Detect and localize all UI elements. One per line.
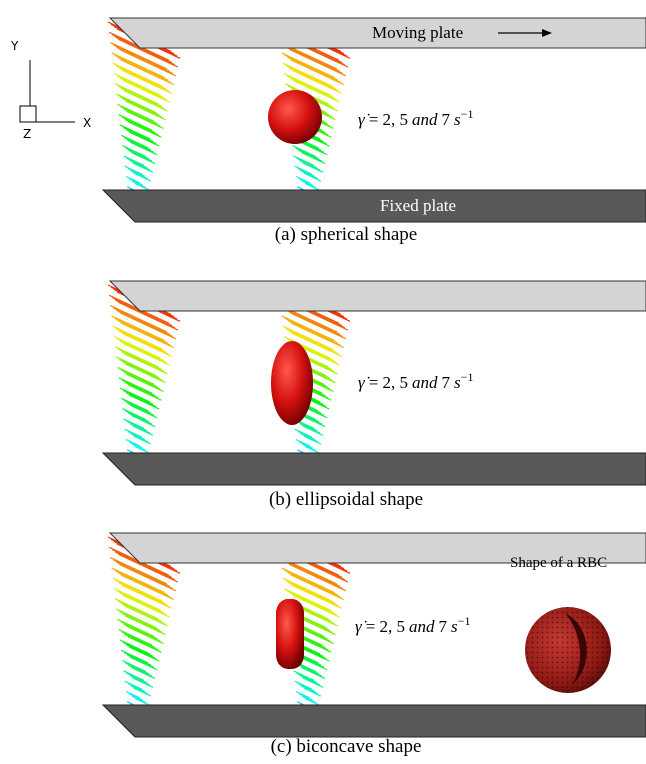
axis-cube bbox=[20, 106, 36, 122]
velocity-arrow bbox=[304, 688, 321, 696]
velocity-arrow bbox=[128, 684, 145, 692]
velocity-arrow bbox=[118, 367, 155, 384]
velocity-arrow bbox=[118, 86, 161, 106]
velocity-arrow bbox=[125, 429, 142, 437]
velocity-arrow bbox=[297, 673, 317, 682]
velocity-arrow bbox=[121, 351, 164, 371]
velocity-arrow bbox=[130, 161, 150, 170]
velocity-arrow bbox=[304, 436, 321, 444]
velocity-arrow bbox=[295, 681, 312, 689]
axis-label: Z bbox=[23, 127, 31, 141]
velocity-arrow bbox=[118, 619, 155, 636]
velocity-arrow bbox=[121, 370, 158, 387]
panels: Moving plate Fixed plate γ̇= 2, 5and7s−1 (a… bbox=[103, 18, 646, 757]
fixed-plate bbox=[103, 705, 646, 737]
equation: γ̇= 2, 5and7s−1 bbox=[355, 614, 470, 636]
velocity-arrow bbox=[301, 434, 318, 442]
velocity-arrow bbox=[134, 688, 151, 696]
velocity-arrow bbox=[127, 673, 147, 682]
fixed-plate bbox=[103, 453, 646, 485]
velocity-arrow bbox=[131, 171, 148, 179]
velocity-arrow bbox=[128, 169, 145, 177]
equation-value: 7 bbox=[442, 110, 451, 129]
cell-ellipsoidal bbox=[271, 341, 313, 425]
equation-values: = 2, 5 bbox=[369, 110, 408, 129]
caption: (a) spherical shape bbox=[275, 224, 417, 245]
velocity-arrow bbox=[298, 169, 315, 177]
equation-conj: and bbox=[409, 617, 435, 636]
velocity-arrow bbox=[300, 424, 320, 433]
velocity-arrow bbox=[121, 107, 158, 124]
velocity-arrow bbox=[121, 88, 164, 108]
velocity-arrow bbox=[118, 601, 161, 621]
plate-label: Fixed plate bbox=[380, 196, 456, 215]
velocity-arrow bbox=[128, 432, 145, 440]
velocity-arrow bbox=[127, 158, 147, 167]
moving-plate bbox=[110, 281, 646, 311]
velocity-arrow bbox=[297, 421, 317, 430]
velocity-arrow bbox=[300, 676, 320, 685]
equation-values: = 2, 5 bbox=[366, 617, 405, 636]
velocity-arrow bbox=[119, 96, 159, 115]
velocity-arrow bbox=[118, 104, 155, 121]
velocity-arrow bbox=[304, 173, 321, 181]
velocity-arrow bbox=[131, 686, 148, 694]
axis-label: X bbox=[83, 116, 91, 130]
equation-exponent: −1 bbox=[461, 107, 474, 121]
velocity-arrow bbox=[121, 622, 158, 639]
fixed-plate bbox=[103, 190, 646, 222]
velocity-arrow bbox=[122, 362, 162, 381]
velocity-arrow bbox=[295, 166, 312, 174]
caption: (c) biconcave shape bbox=[271, 736, 422, 757]
cell-biconcave bbox=[276, 599, 304, 669]
equation-conj: and bbox=[412, 110, 438, 129]
velocity-arrow bbox=[300, 161, 320, 170]
equation-values: = 2, 5 bbox=[369, 373, 408, 392]
equation-exponent: −1 bbox=[461, 370, 474, 384]
velocity-arrow bbox=[118, 349, 161, 369]
cell-spherical bbox=[268, 90, 322, 144]
axis-triad: Y X Z bbox=[10, 39, 91, 141]
caption: (b) ellipsoidal shape bbox=[269, 489, 423, 510]
velocity-arrow bbox=[134, 173, 151, 181]
velocity-arrow bbox=[301, 171, 318, 179]
equation-conj: and bbox=[412, 373, 438, 392]
velocity-arrow bbox=[119, 611, 159, 630]
velocity-arrow bbox=[298, 432, 315, 440]
velocity-arrow bbox=[298, 684, 315, 692]
velocity-arrow bbox=[125, 166, 142, 174]
velocity-arrow bbox=[297, 158, 317, 167]
velocity-arrow bbox=[295, 429, 312, 437]
velocity-arrow bbox=[121, 603, 164, 623]
velocity-arrow bbox=[134, 436, 151, 444]
plate-label: Moving plate bbox=[372, 23, 463, 42]
equation-value: 7 bbox=[442, 373, 451, 392]
velocity-arrow bbox=[130, 424, 150, 433]
inset-label: Shape of a RBC bbox=[510, 555, 607, 571]
velocity-arrow bbox=[125, 681, 142, 689]
equation-exponent: −1 bbox=[458, 614, 471, 628]
velocity-arrow bbox=[301, 686, 318, 694]
velocity-arrow bbox=[127, 421, 147, 430]
velocity-arrow bbox=[122, 99, 162, 118]
velocity-arrow bbox=[131, 434, 148, 442]
velocity-arrow bbox=[130, 676, 150, 685]
velocity-arrow bbox=[122, 614, 162, 633]
equation-value: 7 bbox=[439, 617, 448, 636]
rbc-mesh bbox=[525, 607, 611, 693]
figure: Y X Z Moving plate Fixed plate γ̇= 2, 5and… bbox=[0, 0, 646, 764]
axis-label: Y bbox=[10, 39, 19, 53]
equation: γ̇= 2, 5and7s−1 bbox=[358, 370, 473, 392]
velocity-arrow bbox=[119, 359, 159, 378]
